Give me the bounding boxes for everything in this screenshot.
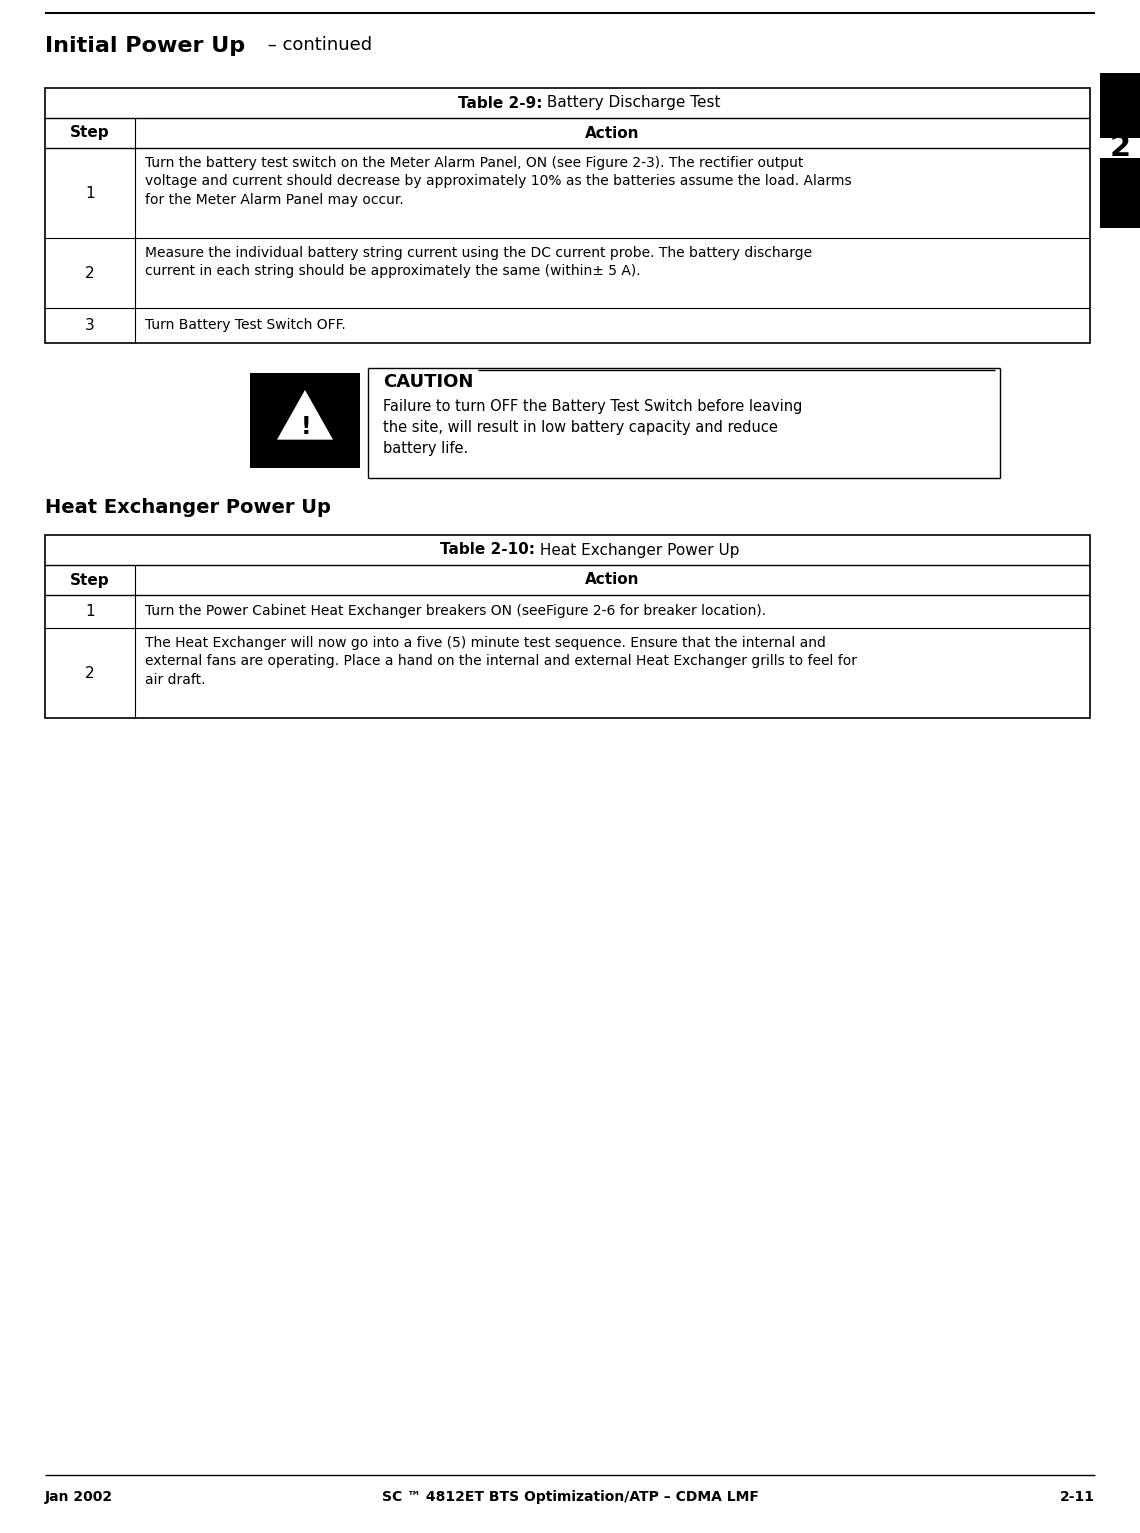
Text: Table 2-9:: Table 2-9: — [457, 95, 542, 110]
Text: – continued: – continued — [262, 35, 372, 54]
Text: 2: 2 — [1109, 133, 1131, 162]
Text: Turn the battery test switch on the Meter Alarm Panel, ON (see Figure 2-3). The : Turn the battery test switch on the Mete… — [145, 156, 852, 207]
Text: !: ! — [301, 414, 311, 438]
Text: Jan 2002: Jan 2002 — [44, 1490, 113, 1504]
Text: 1: 1 — [86, 185, 95, 201]
Text: 2: 2 — [86, 265, 95, 281]
Text: Turn the Power Cabinet Heat Exchanger breakers ON (seeFigure 2-6 for breaker loc: Turn the Power Cabinet Heat Exchanger br… — [145, 604, 766, 618]
Text: The Heat Exchanger will now go into a five (5) minute test sequence. Ensure that: The Heat Exchanger will now go into a fi… — [145, 636, 857, 687]
Bar — [250, 373, 360, 468]
Text: Table 2-10:: Table 2-10: — [440, 543, 535, 558]
Text: 2-11: 2-11 — [1060, 1490, 1096, 1504]
Bar — [1100, 74, 1140, 138]
Bar — [44, 535, 1090, 717]
Text: Heat Exchanger Power Up: Heat Exchanger Power Up — [44, 498, 331, 517]
Text: CAUTION: CAUTION — [383, 373, 473, 391]
Bar — [44, 87, 1090, 343]
Text: 3: 3 — [86, 317, 95, 333]
Polygon shape — [274, 386, 336, 442]
Text: Action: Action — [585, 572, 640, 587]
Text: 2: 2 — [86, 665, 95, 681]
Text: SC ™ 4812ET BTS Optimization/ATP – CDMA LMF: SC ™ 4812ET BTS Optimization/ATP – CDMA … — [382, 1490, 758, 1504]
Bar — [1100, 158, 1140, 228]
Text: Step: Step — [71, 572, 109, 587]
Text: Action: Action — [585, 126, 640, 141]
Text: Heat Exchanger Power Up: Heat Exchanger Power Up — [535, 543, 740, 558]
Text: Battery Discharge Test: Battery Discharge Test — [542, 95, 720, 110]
Text: Turn Battery Test Switch OFF.: Turn Battery Test Switch OFF. — [145, 319, 345, 333]
Text: Failure to turn OFF the Battery Test Switch before leaving
the site, will result: Failure to turn OFF the Battery Test Swi… — [383, 399, 803, 455]
Text: Measure the individual battery string current using the DC current probe. The ba: Measure the individual battery string cu… — [145, 245, 812, 279]
Text: Step: Step — [71, 126, 109, 141]
Text: 1: 1 — [86, 604, 95, 619]
Text: Initial Power Up: Initial Power Up — [44, 35, 245, 57]
